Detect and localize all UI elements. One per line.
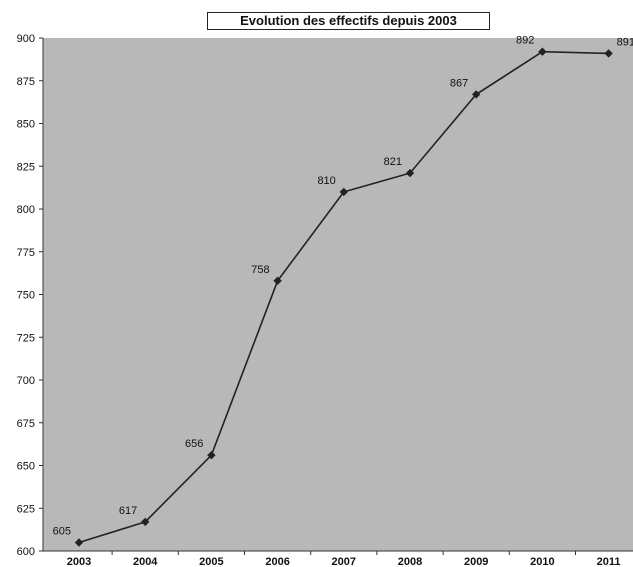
y-tick-label: 750 [17, 290, 35, 302]
plot-area [43, 38, 633, 551]
x-tick-label: 2003 [67, 556, 91, 567]
x-tick-label: 2011 [597, 556, 621, 567]
series-markers [74, 47, 613, 547]
x-tick-label: 2007 [332, 556, 356, 567]
y-tick-label: 800 [17, 204, 35, 216]
chart-title: Evolution des effectifs depuis 2003 [207, 12, 490, 30]
data-label: 821 [384, 156, 402, 168]
data-point-marker [339, 187, 348, 197]
data-point-marker [141, 517, 150, 527]
y-tick-label: 600 [17, 546, 35, 558]
y-tick-label: 850 [17, 119, 35, 131]
data-label: 810 [317, 175, 335, 187]
data-label: 617 [119, 505, 137, 517]
x-tick-label: 2006 [265, 556, 289, 567]
data-point-marker [472, 90, 481, 99]
y-tick-label: 875 [17, 76, 35, 88]
data-point-marker [604, 49, 613, 58]
y-axis-ticks: 600 625 650 675 700 725 750 775 800 825 850 875 900 [17, 33, 43, 558]
y-tick-label: 700 [17, 375, 35, 387]
y-tick-label: 675 [17, 418, 35, 430]
x-tick-label: 2008 [398, 556, 422, 567]
data-point-marker [74, 538, 84, 547]
x-axis-ticks: 2003 2004 2005 2006 2007 2008 2009 2010 2011 [67, 551, 621, 567]
x-tick-label: 2005 [199, 556, 223, 567]
data-labels: 605 617 656 758 810 821 867 892 891 [53, 35, 633, 538]
data-point-marker [405, 168, 415, 178]
y-tick-label: 825 [17, 161, 35, 173]
data-label: 605 [53, 525, 71, 537]
y-tick-label: 900 [17, 33, 35, 45]
y-tick-label: 775 [17, 247, 35, 259]
data-label: 656 [185, 438, 203, 450]
data-label: 891 [617, 36, 633, 48]
x-tick-label: 2010 [530, 556, 554, 567]
data-point-marker [207, 451, 216, 460]
y-tick-label: 625 [17, 503, 35, 515]
data-point-marker [538, 47, 547, 56]
data-label: 867 [450, 77, 468, 89]
data-label: 892 [516, 35, 534, 47]
x-tick-label: 2009 [464, 556, 488, 567]
y-tick-label: 725 [17, 332, 35, 344]
x-tick-label: 2004 [133, 556, 158, 567]
data-point-marker [273, 276, 282, 285]
y-tick-label: 650 [17, 461, 35, 473]
data-label: 758 [251, 264, 269, 276]
